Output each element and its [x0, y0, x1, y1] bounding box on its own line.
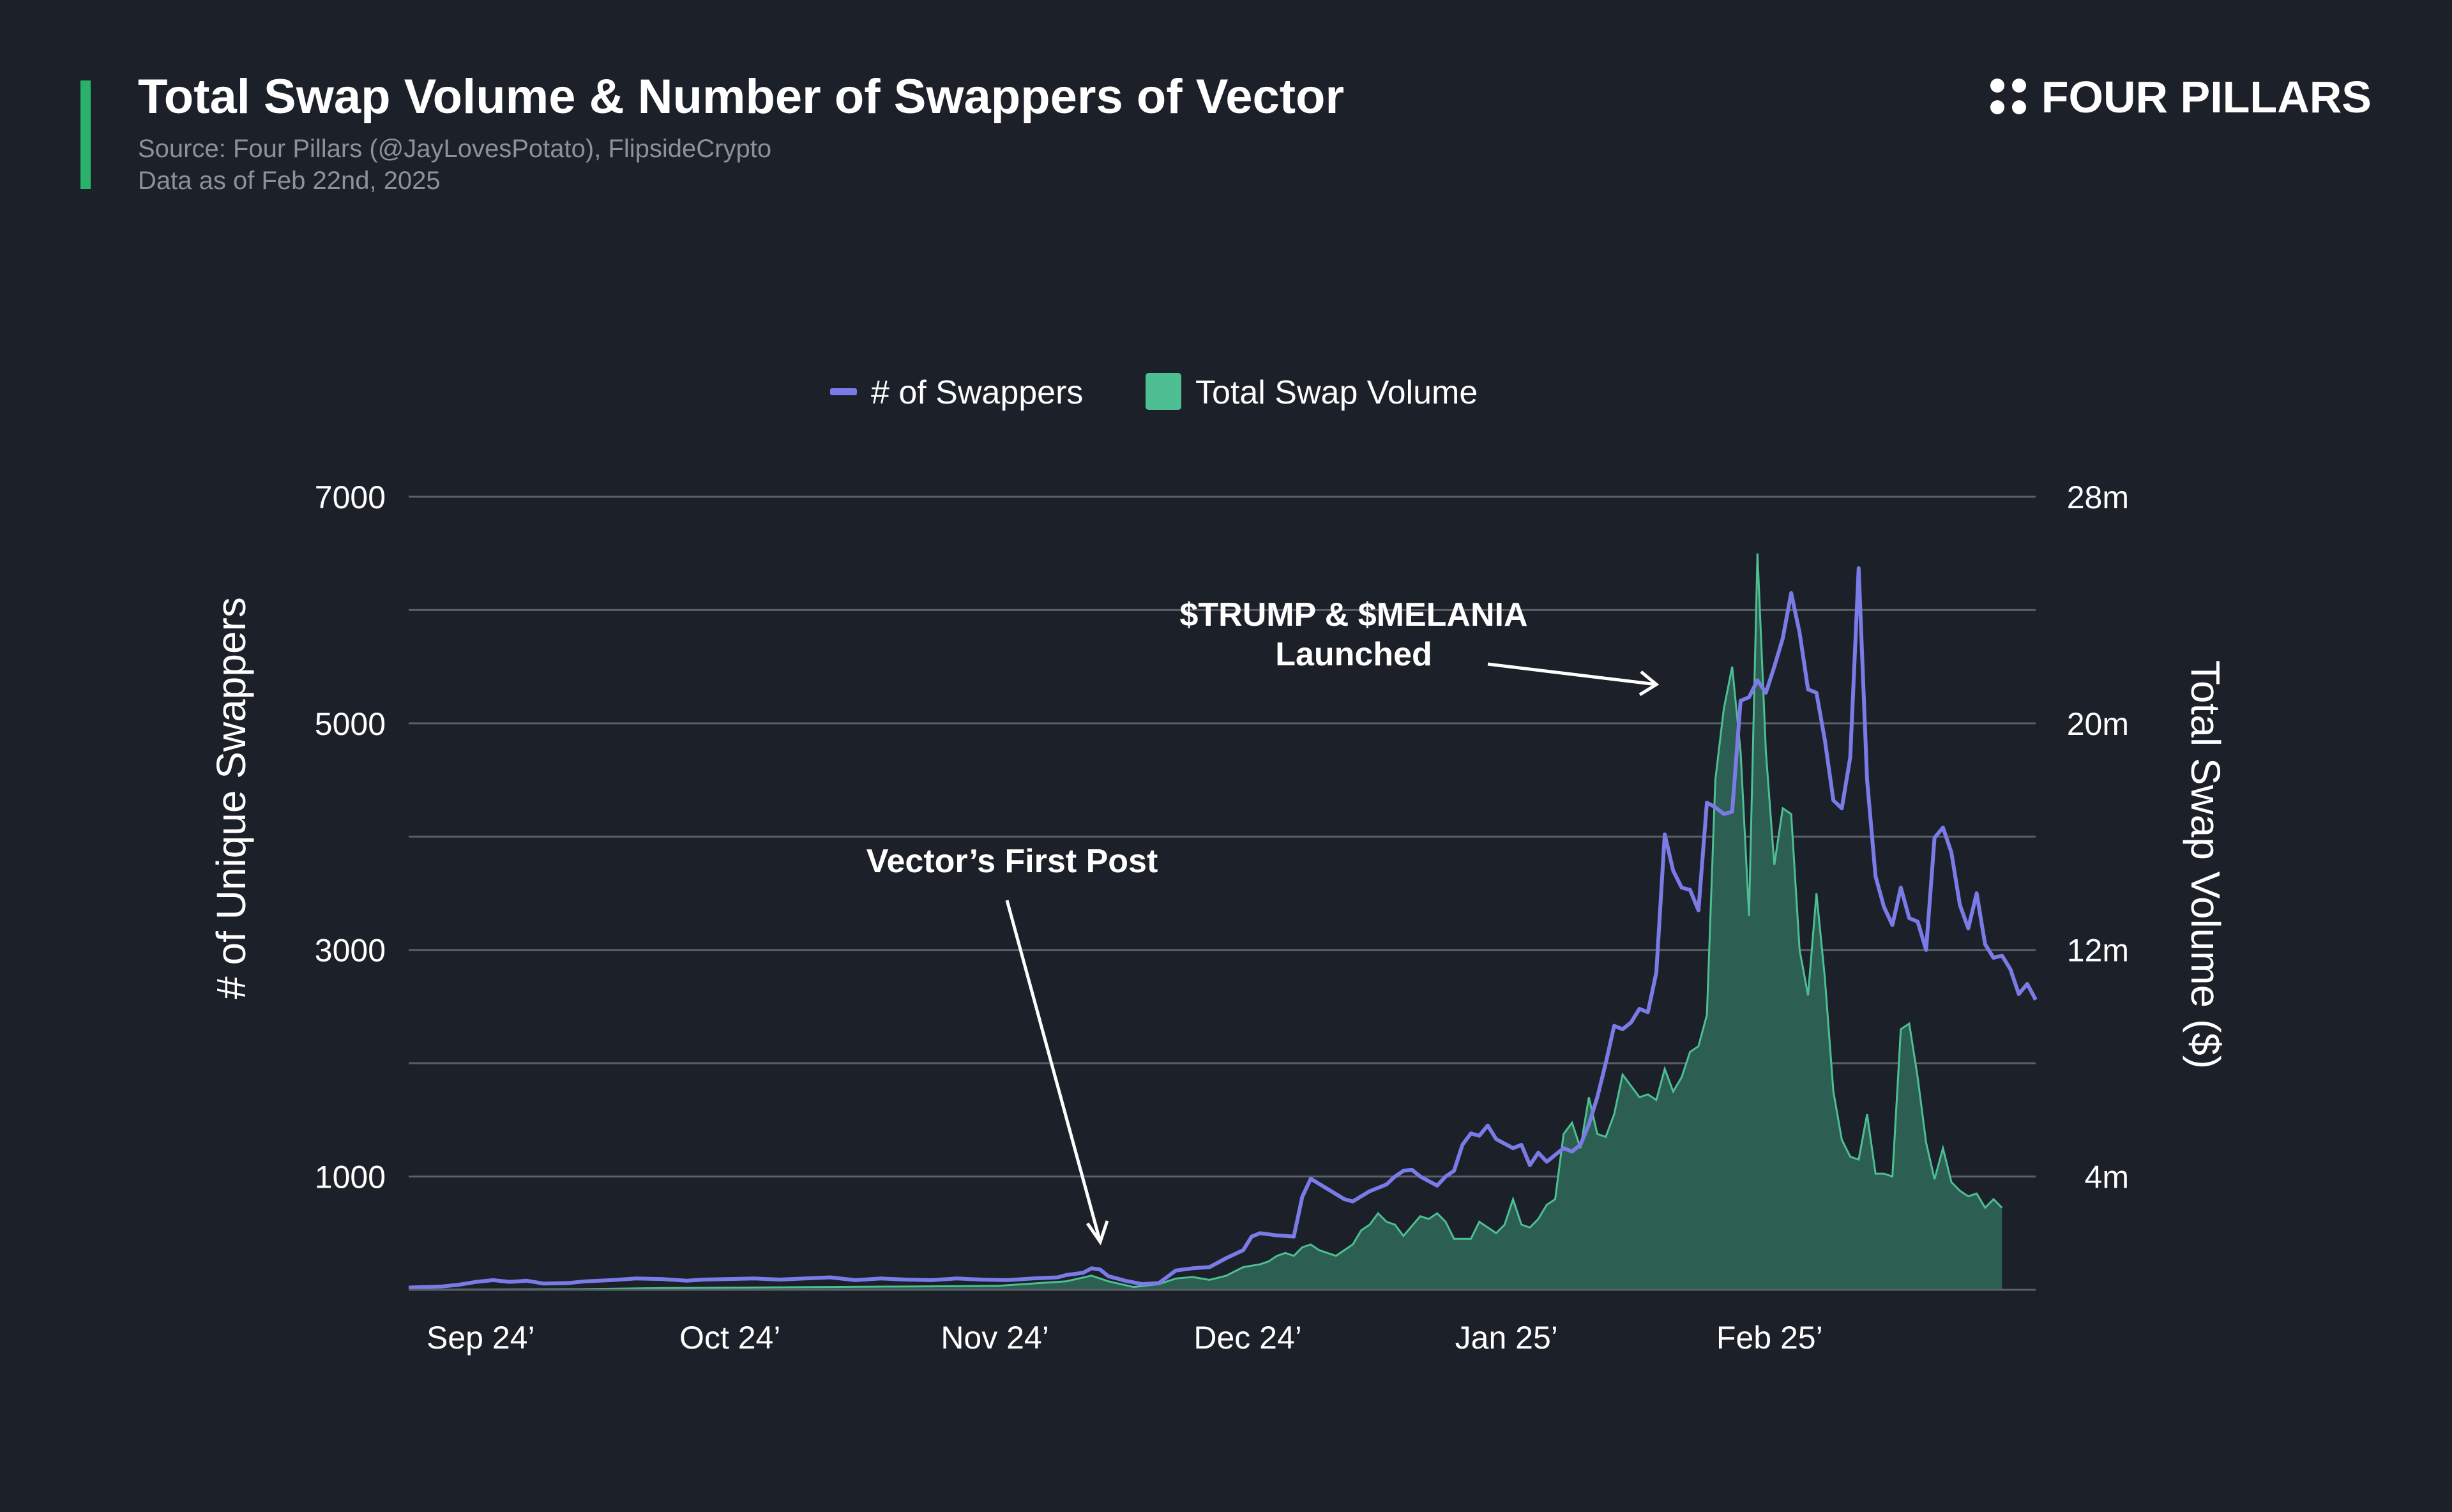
y-left-tick-label: 5000 [315, 706, 386, 742]
as-of-line: Data as of Feb 22nd, 2025 [138, 167, 441, 195]
x-tick-label: Sep 24’ [427, 1320, 535, 1356]
annotation-trump-arrowhead [1638, 670, 1660, 697]
header-accent-bar [80, 80, 91, 189]
x-tick-label: Nov 24’ [941, 1320, 1049, 1356]
legend: # of Swappers Total Swap Volume [830, 373, 1478, 411]
brand-name: FOUR PILLARS [2041, 72, 2372, 122]
legend-swappers-swatch [830, 388, 857, 395]
y-right-axis-title: Total Swap Volume ($) [2183, 660, 2229, 1069]
y-right-tick-label: 20m [2067, 706, 2129, 742]
annotation-first-post: Vector’s First Post [867, 843, 1158, 1246]
legend-volume-swatch [1146, 373, 1181, 410]
series-line-swappers [408, 566, 2038, 1290]
y-left-axis-title: # of Unique Swappers [208, 597, 254, 999]
y-right-tick-label: 28m [2067, 480, 2129, 515]
annotation-trump-text-line2: Launched [1275, 636, 1432, 673]
y-right-tick-label: 4m [2085, 1160, 2129, 1195]
y-right-tick-label: 12m [2067, 933, 2129, 969]
legend-volume-label: Total Swap Volume [1195, 374, 1478, 411]
page-title: Total Swap Volume & Number of Swappers o… [138, 70, 1345, 124]
x-ticks: Sep 24’ Oct 24’ Nov 24’ Dec 24’ Jan 25’ Feb 2… [427, 1320, 1823, 1356]
series-edge-total-swap-volume [408, 553, 2003, 1291]
x-tick-label: Feb 25’ [1716, 1320, 1823, 1356]
y-left-tick-label: 1000 [315, 1160, 386, 1195]
source-info: Source: Four Pillars (@JayLovesPotato), … [138, 133, 771, 197]
x-tick-label: Oct 24’ [679, 1320, 780, 1356]
x-tick-label: Jan 25’ [1455, 1320, 1558, 1356]
source-line: Source: Four Pillars (@JayLovesPotato), … [138, 135, 772, 163]
series-area-total-swap-volume [409, 553, 2002, 1290]
y-left-ticks: 1000 3000 5000 7000 [315, 480, 386, 1195]
four-dots-icon [1990, 79, 2027, 116]
brand-logo: FOUR PILLARS [1990, 72, 2372, 123]
annotation-trump-melania: $TRUMP & $MELANIA Launched [1179, 596, 1660, 697]
y-right-ticks: 4m 12m 20m 28m [2067, 480, 2129, 1195]
annotation-first-post-arrow [1005, 900, 1102, 1243]
legend-swappers-label: # of Swappers [871, 374, 1083, 411]
x-tick-label: Dec 24’ [1193, 1320, 1302, 1356]
annotation-trump-arrow [1487, 662, 1657, 686]
y-left-tick-label: 7000 [315, 480, 386, 515]
annotation-first-post-text: Vector’s First Post [867, 843, 1158, 880]
y-left-tick-label: 3000 [315, 933, 386, 969]
annotation-trump-text-line1: $TRUMP & $MELANIA [1179, 596, 1527, 633]
annotation-first-post-arrowhead [1086, 1220, 1109, 1246]
